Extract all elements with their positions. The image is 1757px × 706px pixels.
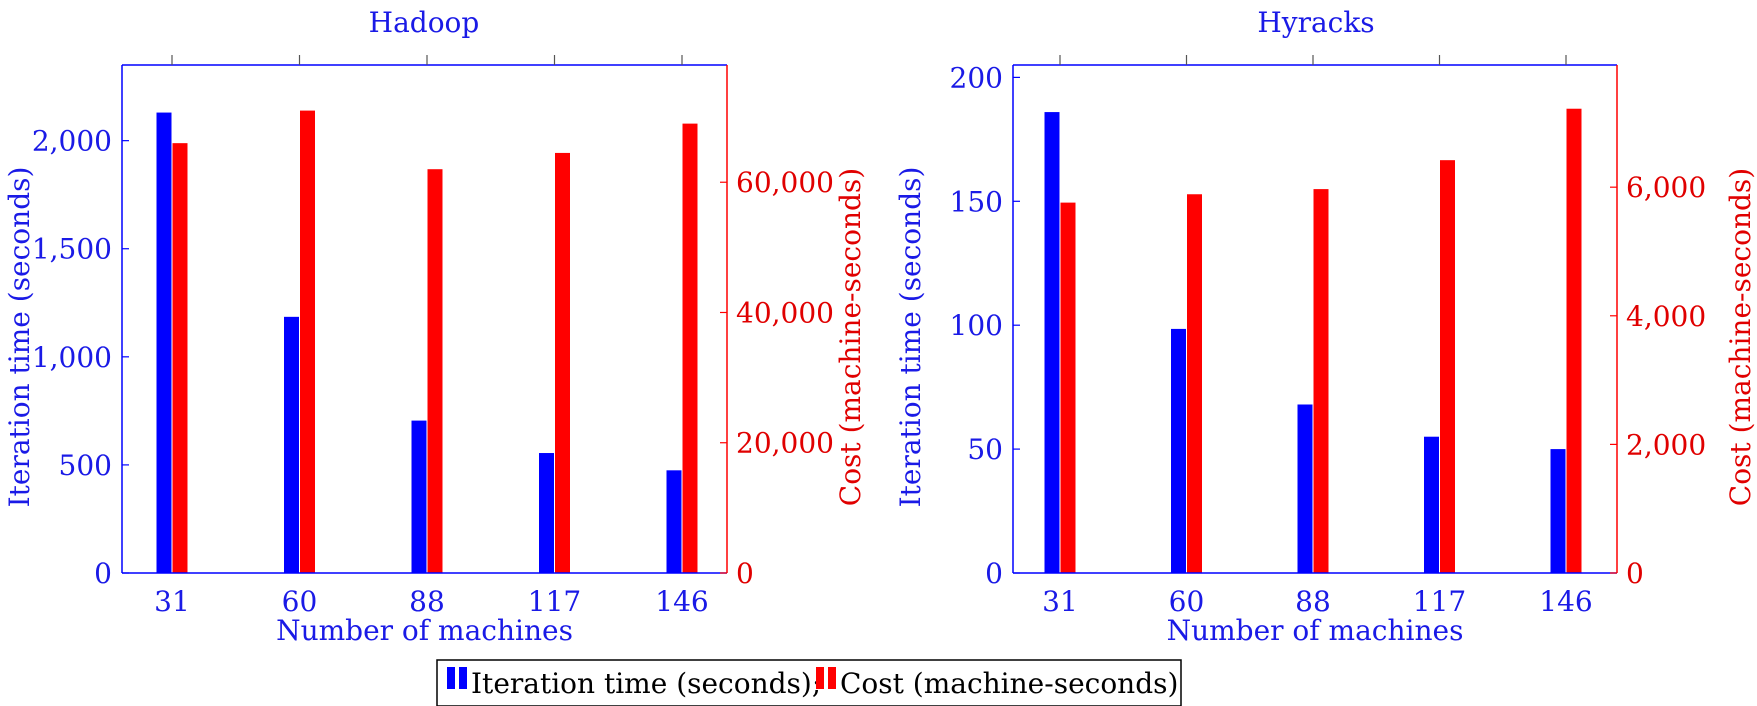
legend-box — [436, 659, 1182, 706]
bar-iteration-time — [1171, 328, 1186, 573]
y-right-tick-label: 0 — [1626, 557, 1644, 590]
x-tick-label: 146 — [1539, 585, 1592, 618]
bar-iteration-time — [1297, 404, 1313, 573]
bar-cost — [427, 169, 443, 573]
bar-iteration-time — [156, 112, 172, 574]
legend-swatch-iteration-time — [447, 667, 455, 689]
x-axis-label: Number of machines — [1167, 614, 1464, 647]
y-right-tick-label: 40,000 — [736, 296, 834, 329]
bar-iteration-time — [284, 316, 299, 573]
bar-cost — [1187, 194, 1202, 574]
y-right-tick-label: 20,000 — [736, 427, 834, 460]
x-tick-label: 146 — [655, 585, 708, 618]
chart-hyracks: Hyracks 31 60 88 117 146 0 50 100 150 200 0 2,000 4,0… — [894, 6, 1757, 647]
legend: Iteration time (seconds); Cost (machine-… — [436, 659, 1182, 706]
y-right-axis-label: Cost (machine-seconds) — [834, 168, 867, 506]
bar-cost — [300, 110, 315, 573]
y-left-tick-label: 200 — [950, 61, 1003, 94]
legend-swatch-cost — [828, 667, 836, 689]
x-tick-label: 88 — [409, 585, 445, 618]
x-tick-label: 117 — [1413, 585, 1466, 618]
x-tick-label: 88 — [1295, 585, 1331, 618]
x-tick-label: 117 — [528, 585, 581, 618]
legend-swatch-cost — [816, 667, 824, 689]
legend-label-iteration-time: Iteration time (seconds); — [471, 667, 821, 700]
chart-title: Hadoop — [369, 6, 480, 39]
y-left-tick-label: 500 — [59, 449, 112, 482]
bar-cost — [1060, 202, 1076, 574]
bar-cost — [1566, 108, 1582, 573]
x-tick-label: 31 — [1042, 585, 1078, 618]
y-right-axis-label: Cost (machine-seconds) — [1724, 168, 1757, 506]
bar-cost — [555, 152, 570, 573]
y-right-tick-label: 2,000 — [1626, 428, 1706, 461]
legend-swatch-iteration-time — [459, 667, 467, 689]
x-tick-label: 60 — [1169, 585, 1205, 618]
bar-iteration-time — [1044, 112, 1060, 574]
bar-cost — [1313, 189, 1329, 573]
y-left-tick-label: 0 — [94, 557, 112, 590]
y-left-tick-label: 2,000 — [32, 125, 112, 158]
bar-cost — [1440, 160, 1455, 573]
y-left-tick-label: 50 — [967, 433, 1003, 466]
bar-cost — [682, 123, 698, 573]
x-axis-label: Number of machines — [276, 614, 573, 647]
y-right-tick-label: 60,000 — [736, 166, 834, 199]
chart-title: Hyracks — [1257, 6, 1374, 39]
y-right-tick-label: 0 — [736, 557, 754, 590]
bar-iteration-time — [1550, 449, 1566, 573]
bar-iteration-time — [539, 453, 554, 573]
y-left-tick-label: 0 — [985, 557, 1003, 590]
bar-iteration-time — [1424, 436, 1439, 573]
y-left-axis-label: Iteration time (seconds) — [3, 167, 36, 508]
x-tick-label: 60 — [282, 585, 318, 618]
bar-cost — [172, 143, 188, 573]
y-left-tick-label: 150 — [950, 185, 1003, 218]
bar-iteration-time — [411, 420, 427, 573]
y-left-tick-label: 1,000 — [32, 341, 112, 374]
chart-hadoop: Hadoop 31 60 88 117 146 0 500 1,000 1,500 2,000 0 20… — [3, 6, 867, 647]
y-right-tick-label: 4,000 — [1626, 300, 1706, 333]
y-left-tick-label: 100 — [950, 309, 1003, 342]
bar-iteration-time — [666, 470, 682, 573]
y-left-axis-label: Iteration time (seconds) — [894, 167, 927, 508]
y-left-tick-label: 1,500 — [32, 233, 112, 266]
y-right-tick-label: 6,000 — [1626, 171, 1706, 204]
x-tick-label: 31 — [154, 585, 190, 618]
legend-label-cost: Cost (machine-seconds) — [840, 667, 1178, 700]
